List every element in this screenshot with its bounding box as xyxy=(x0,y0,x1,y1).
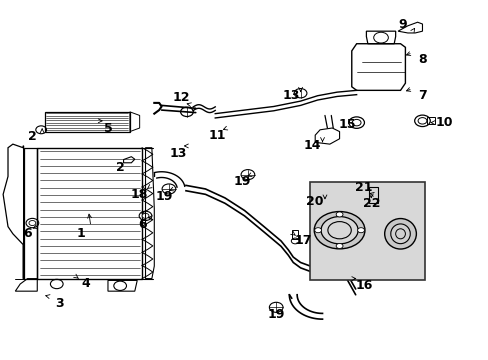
Text: 5: 5 xyxy=(103,122,112,135)
Text: 15: 15 xyxy=(338,118,355,131)
Text: 19: 19 xyxy=(233,175,250,188)
Text: 8: 8 xyxy=(417,53,426,66)
Text: 20: 20 xyxy=(306,195,323,208)
Circle shape xyxy=(357,228,364,233)
Bar xyxy=(44,112,130,132)
Circle shape xyxy=(321,217,357,244)
Ellipse shape xyxy=(390,224,409,244)
Circle shape xyxy=(142,213,149,219)
Bar xyxy=(292,230,298,239)
Text: 18: 18 xyxy=(131,188,148,201)
Bar xyxy=(368,187,377,203)
Text: 12: 12 xyxy=(172,91,189,104)
Text: 1: 1 xyxy=(77,227,85,240)
Bar xyxy=(37,148,142,279)
Text: 6: 6 xyxy=(138,218,146,231)
Text: 19: 19 xyxy=(267,308,285,321)
Text: 10: 10 xyxy=(435,116,452,129)
Text: 19: 19 xyxy=(155,190,172,203)
Circle shape xyxy=(29,221,36,226)
Text: 3: 3 xyxy=(55,297,63,310)
Text: 17: 17 xyxy=(294,234,311,247)
Ellipse shape xyxy=(384,219,415,249)
Text: 16: 16 xyxy=(355,279,372,292)
Text: 4: 4 xyxy=(81,278,90,291)
Text: 6: 6 xyxy=(23,227,32,240)
Bar xyxy=(23,148,37,279)
Text: 13: 13 xyxy=(170,147,187,159)
Text: 22: 22 xyxy=(362,197,379,210)
Bar xyxy=(310,182,424,280)
Text: 2: 2 xyxy=(116,161,124,174)
Text: 9: 9 xyxy=(398,18,407,31)
Text: 2: 2 xyxy=(28,130,37,144)
Text: 7: 7 xyxy=(417,89,426,102)
Bar xyxy=(427,117,434,125)
Circle shape xyxy=(335,212,342,217)
Circle shape xyxy=(314,212,364,249)
Text: 11: 11 xyxy=(208,129,226,142)
Circle shape xyxy=(314,228,321,233)
Text: 13: 13 xyxy=(282,89,299,102)
Text: 14: 14 xyxy=(304,139,321,152)
Circle shape xyxy=(335,243,342,248)
Text: 21: 21 xyxy=(354,181,372,194)
